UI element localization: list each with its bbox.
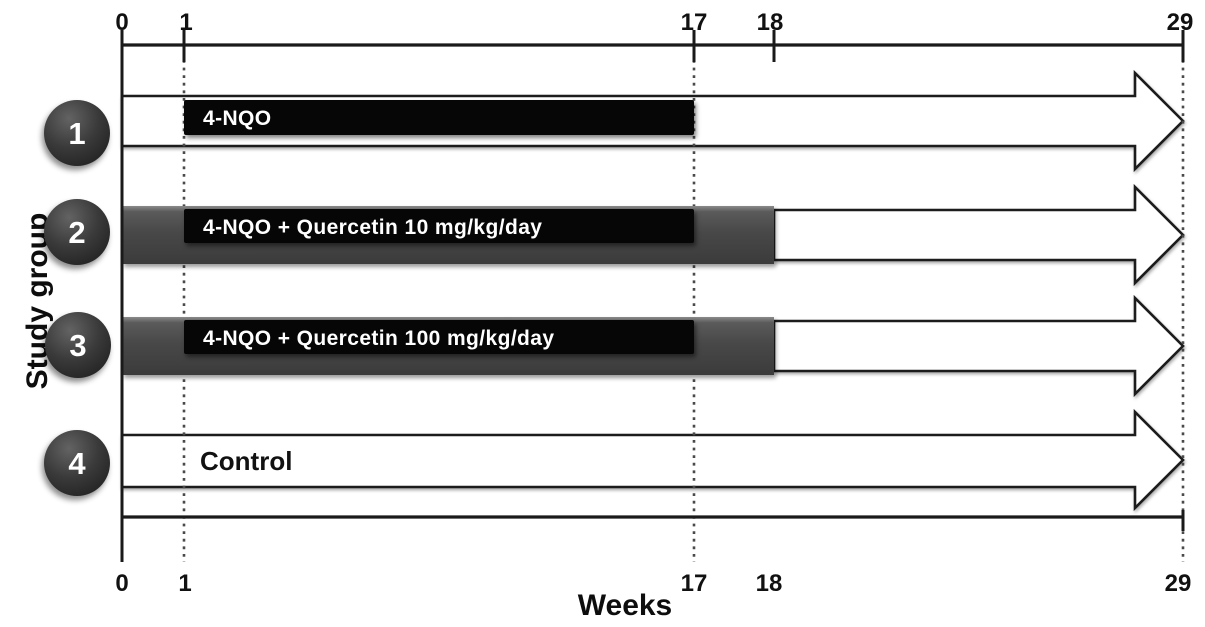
group-2-badge-circle [44,199,110,265]
group-4-arrow [120,408,1185,512]
top-tick-label-17: 17 [681,9,708,36]
bottom-tick-label-29: 29 [1165,570,1192,597]
group-4-badge-circle [44,430,110,496]
top-tick-label-0: 0 [115,9,128,36]
group-1-label: 4-NQO [203,107,272,130]
group-3-badge-circle [45,312,111,378]
top-tick-label-29: 29 [1167,9,1194,36]
bottom-tick-label-1: 1 [178,570,191,597]
group-1-badge-circle [44,100,110,166]
top-tick-label-18: 18 [757,9,784,36]
top-tick-label-1: 1 [179,9,192,36]
group-4-label: Control [200,446,292,476]
group-3-badge-number: 3 [69,328,86,363]
group-1-badge-number: 1 [68,116,85,151]
x-axis-title: Weeks [578,589,673,622]
group-2-label: 4-NQO + Quercetin 10 mg/kg/day [203,216,542,239]
group-3-label: 4-NQO + Quercetin 100 mg/kg/day [203,327,554,350]
group-3-arrow [772,294,1185,398]
bottom-tick-label-17: 17 [681,570,708,597]
group-2-badge: 2 [44,199,110,265]
group-2-badge-number: 2 [68,215,85,250]
group-4-badge: 4 [44,430,110,496]
bottom-tick-label-18: 18 [756,570,783,597]
group-4-badge-number: 4 [68,446,86,481]
group-2-arrow [772,183,1185,287]
bottom-tick-label-0: 0 [115,570,128,597]
group-3-nqo-bar [184,320,694,354]
group-1-nqo-bar [184,100,694,135]
group-1-badge: 1 [44,100,110,166]
group-2-nqo-bar [184,209,694,243]
group-3-badge: 3 [45,312,111,378]
